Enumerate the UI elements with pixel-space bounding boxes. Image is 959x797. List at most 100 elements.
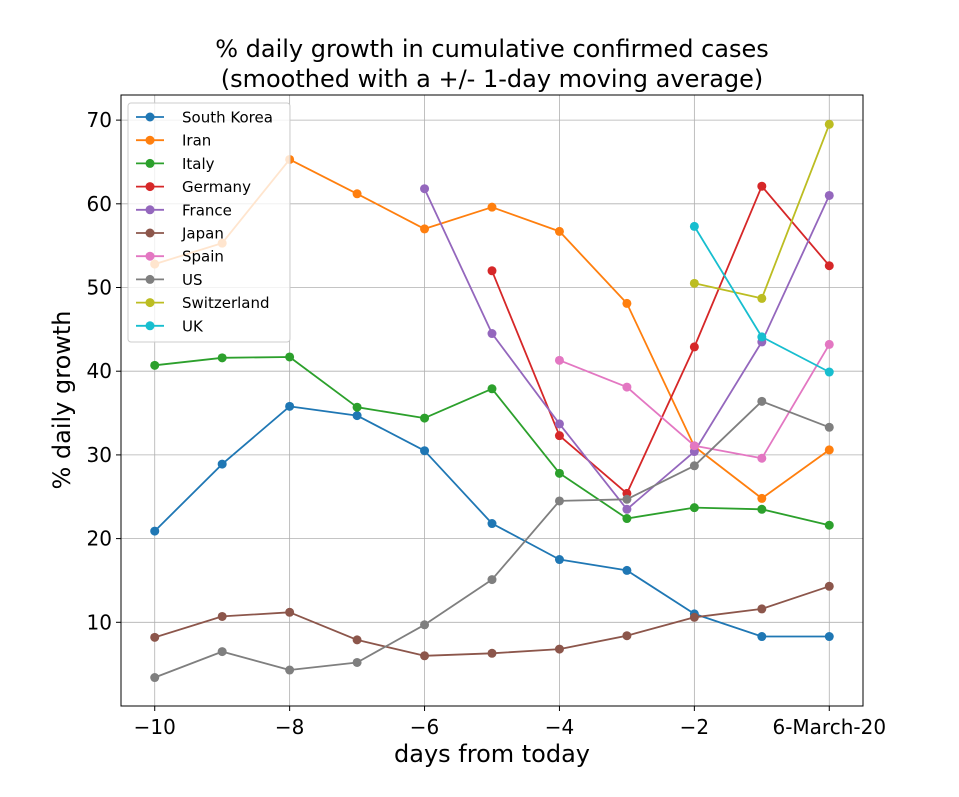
data-point-us [689, 461, 699, 471]
data-point-south-korea [150, 526, 160, 536]
data-point-us [554, 496, 564, 506]
legend-item: Switzerland [136, 294, 270, 312]
data-point-japan [554, 644, 564, 654]
data-point-us [622, 494, 632, 504]
legend-swatch-marker [145, 182, 155, 192]
data-point-us [420, 620, 430, 630]
series-france [420, 184, 834, 514]
data-point-italy [487, 384, 497, 394]
data-point-italy [420, 413, 430, 423]
y-tick-label: 70 [87, 108, 112, 132]
legend-label: France [182, 201, 232, 219]
y-tick-label: 30 [87, 443, 112, 467]
data-point-us [150, 673, 160, 683]
series-south-korea [150, 401, 834, 642]
legend-item: Spain [136, 248, 224, 266]
data-point-south-korea [352, 411, 362, 421]
series-switzerland [689, 119, 834, 303]
data-point-japan [150, 632, 160, 642]
legend-label: Switzerland [182, 294, 270, 312]
data-point-spain [689, 441, 699, 451]
legend-label: Japan [181, 225, 224, 243]
legend-swatch-marker [145, 228, 155, 238]
data-point-switzerland [757, 293, 767, 303]
series-italy [150, 352, 834, 530]
data-point-japan [285, 607, 295, 617]
legend-swatch-marker [145, 112, 155, 122]
data-point-italy [757, 504, 767, 514]
y-tick-label: 60 [87, 192, 112, 216]
data-point-spain [757, 453, 767, 463]
y-tick-label: 40 [87, 359, 112, 383]
series-uk [689, 221, 834, 377]
y-tick-label: 20 [87, 527, 112, 551]
plot-frame [120, 94, 864, 707]
data-point-spain [554, 355, 564, 365]
data-point-iran [622, 298, 632, 308]
y-tick-label: 50 [87, 276, 112, 300]
series-line-japan [154, 585, 830, 657]
series-line-germany [491, 185, 830, 495]
data-point-iran [554, 226, 564, 236]
data-point-us [824, 422, 834, 432]
series-line-italy [154, 356, 830, 527]
legend-item: Iran [136, 132, 211, 150]
series-line-us [154, 400, 830, 679]
x-tick-label: −4 [545, 715, 574, 739]
data-point-south-korea [420, 446, 430, 456]
legend-label: Spain [182, 248, 224, 266]
data-point-germany [757, 181, 767, 191]
data-point-japan [622, 631, 632, 641]
data-point-france [487, 329, 497, 339]
legend-swatch-marker [145, 274, 155, 284]
legend-swatch-marker [145, 205, 155, 215]
data-point-japan [689, 612, 699, 622]
data-point-iran [757, 493, 767, 503]
legend-swatch-marker [145, 298, 155, 308]
legend-label: South Korea [182, 109, 273, 127]
legend: South Korea Iran Italy Germany France Japan Sp… [127, 102, 291, 343]
series-us [150, 396, 834, 683]
data-point-japan [352, 635, 362, 645]
data-point-iran [824, 445, 834, 455]
legend-swatch-marker [145, 158, 155, 168]
data-point-us [487, 575, 497, 585]
legend-swatch-marker [145, 135, 155, 145]
series-line-france [423, 188, 831, 511]
data-point-us [757, 396, 767, 406]
data-point-japan [217, 611, 227, 621]
data-point-germany [689, 342, 699, 352]
data-point-uk [757, 332, 767, 342]
series-japan [150, 581, 834, 661]
legend-item: US [136, 271, 203, 289]
data-point-south-korea [824, 632, 834, 642]
series-layer [150, 119, 834, 683]
legend-box [127, 102, 291, 343]
data-point-spain [622, 382, 632, 392]
x-axis-label: days from today [394, 740, 590, 768]
data-point-iran [352, 189, 362, 199]
data-point-uk [689, 221, 699, 231]
data-point-italy [217, 353, 227, 363]
legend-item: Italy [136, 155, 215, 173]
data-point-italy [824, 520, 834, 530]
data-point-south-korea [757, 632, 767, 642]
data-point-uk [824, 367, 834, 377]
data-point-germany [487, 266, 497, 276]
data-point-france [554, 419, 564, 429]
series-germany [487, 181, 834, 498]
data-point-switzerland [689, 278, 699, 288]
x-tick-label: 6-March-20 [772, 715, 886, 739]
legend-label: Italy [182, 155, 215, 173]
x-tick-label: −2 [680, 715, 709, 739]
data-point-south-korea [622, 565, 632, 575]
data-point-us [217, 647, 227, 657]
chart-subtitle: (smoothed with a +/- 1-day moving averag… [221, 65, 764, 93]
legend-label: Germany [182, 178, 251, 196]
data-point-japan [420, 651, 430, 661]
data-point-iran [487, 202, 497, 212]
legend-item: France [136, 201, 232, 219]
legend-item: South Korea [136, 109, 273, 127]
y-tick-label: 10 [87, 610, 112, 634]
